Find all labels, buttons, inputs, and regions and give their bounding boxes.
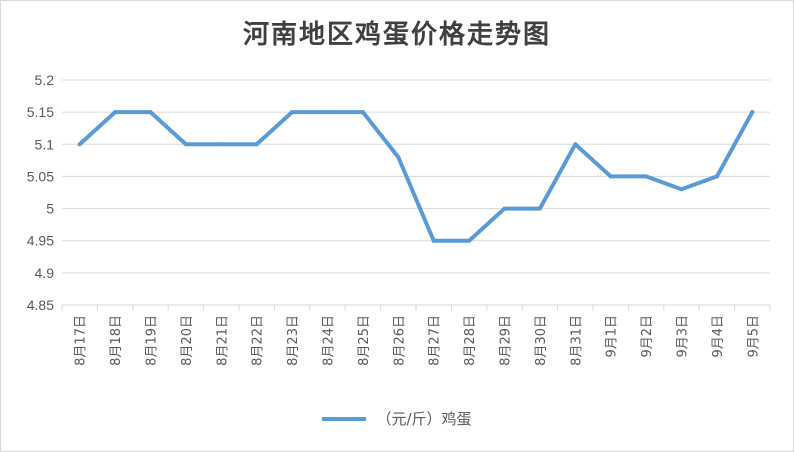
legend-swatch — [322, 416, 367, 421]
data-point — [608, 174, 613, 179]
y-tick-label: 4.85 — [27, 297, 54, 313]
data-point — [644, 174, 649, 179]
data-point — [325, 110, 330, 115]
x-tick-label: 8月17日 — [74, 315, 89, 366]
legend: （元/斤）鸡蛋 — [0, 408, 794, 429]
x-tick-label: 8月29日 — [499, 315, 514, 366]
data-point — [183, 142, 188, 147]
y-tick-label: 5.1 — [35, 136, 55, 152]
x-tick-label: 8月23日 — [286, 315, 301, 366]
x-tick-label: 8月31日 — [569, 315, 584, 366]
data-point — [77, 142, 82, 147]
data-point — [714, 174, 719, 179]
data-point — [113, 110, 118, 115]
legend-label: （元/斤）鸡蛋 — [376, 410, 472, 428]
data-point — [219, 142, 224, 147]
data-point — [750, 110, 755, 115]
x-tick-label: 8月24日 — [322, 315, 337, 366]
y-axis: 4.85 4.9 4.95 5 5.05 5.1 5.15 5.2 — [27, 72, 54, 313]
x-tick-label: 8月30日 — [534, 315, 549, 366]
series-line — [77, 110, 755, 243]
x-tick-label: 8月26日 — [392, 315, 407, 366]
data-point — [431, 238, 436, 243]
x-tick-label: 8月28日 — [463, 315, 478, 366]
y-tick-label: 4.9 — [35, 265, 55, 281]
x-tick-label: 9月5日 — [746, 315, 761, 358]
x-tick-label: 8月19日 — [145, 315, 160, 366]
y-tick-label: 5.2 — [35, 72, 55, 88]
series-layer — [77, 110, 755, 243]
y-tick-label: 4.95 — [27, 233, 54, 249]
x-tick-label: 9月1日 — [605, 315, 620, 358]
y-tick-label: 5.15 — [27, 104, 54, 120]
x-tick-label: 8月22日 — [251, 315, 266, 366]
x-tick-label: 8月27日 — [428, 315, 443, 366]
x-tick-label: 8月18日 — [109, 315, 124, 366]
y-tick-label: 5 — [46, 201, 54, 217]
x-tick-label: 9月3日 — [676, 315, 691, 358]
data-point — [396, 155, 401, 160]
x-tick-label: 9月2日 — [640, 315, 655, 358]
gridlines — [62, 79, 770, 306]
y-tick-label: 5.05 — [27, 168, 54, 184]
data-point — [360, 110, 365, 115]
data-point — [502, 206, 507, 211]
x-axis: 8月17日 8月18日 8月19日 8月20日 8月21日 8月22日 8月23日 8月24日… — [61, 305, 771, 366]
data-point — [148, 110, 153, 115]
x-tick-label: 8月20日 — [180, 315, 195, 366]
data-point — [573, 142, 578, 147]
x-tick-label: 8月21日 — [215, 315, 230, 366]
data-point — [467, 238, 472, 243]
data-point — [254, 142, 259, 147]
x-tick-label: 8月25日 — [357, 315, 372, 366]
chart-title: 河南地区鸡蛋价格走势图 — [242, 20, 551, 50]
data-point — [679, 187, 684, 192]
data-point — [290, 110, 295, 115]
x-tick-label: 9月4日 — [711, 315, 726, 358]
data-point — [537, 206, 542, 211]
